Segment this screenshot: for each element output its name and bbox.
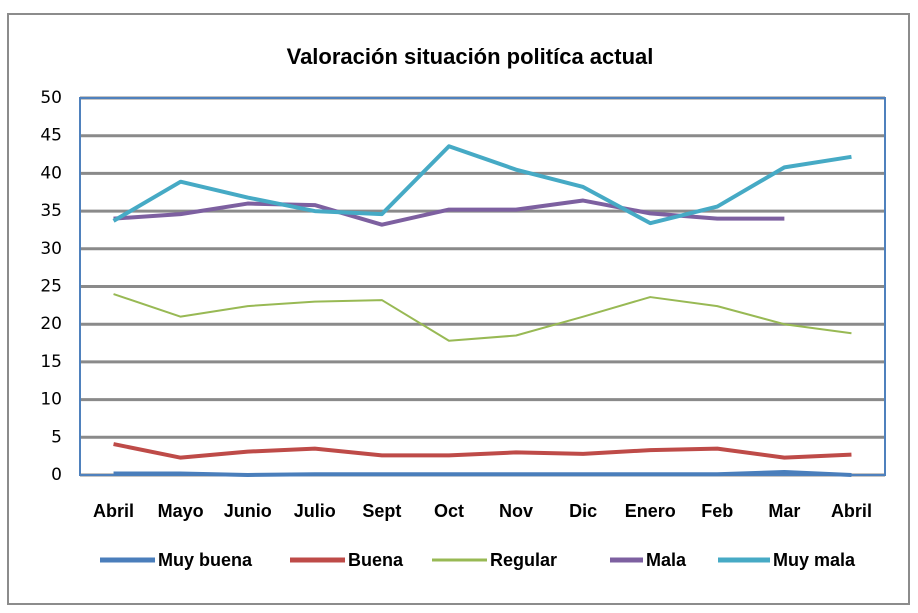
y-tick-label: 25: [40, 277, 62, 297]
series-line: [113, 442, 852, 460]
x-tick-label: Mayo: [158, 501, 204, 521]
x-tick-label: Sept: [362, 501, 401, 521]
series-line: [113, 293, 852, 342]
y-tick-label: 15: [40, 352, 62, 372]
legend-label: Mala: [646, 550, 687, 570]
legend-label: Muy mala: [773, 550, 856, 570]
x-tick-label: Enero: [625, 501, 676, 521]
x-tick-label: Junio: [224, 501, 272, 521]
series-line: [112, 144, 852, 226]
chart-title: Valoración situación politíca actual: [287, 44, 654, 69]
legend-label: Regular: [490, 550, 557, 570]
x-tick-label: Mar: [768, 501, 800, 521]
x-tick-label: Dic: [569, 501, 597, 521]
series-line: [113, 469, 852, 477]
x-tick-label: Nov: [499, 501, 533, 521]
y-tick-label: 20: [40, 314, 62, 334]
series-line: [113, 198, 785, 227]
x-tick-label: Oct: [434, 501, 464, 521]
x-tick-label: Abril: [93, 501, 134, 521]
legend-label: Muy buena: [158, 550, 253, 570]
y-tick-label: 50: [40, 88, 62, 108]
y-tick-label: 10: [40, 390, 62, 410]
legend-label: Buena: [348, 550, 404, 570]
x-tick-label: Abril: [831, 501, 872, 521]
y-tick-label: 30: [40, 239, 62, 259]
y-tick-label: 35: [40, 201, 62, 221]
x-tick-label: Feb: [701, 501, 733, 521]
y-tick-label: 5: [51, 427, 62, 447]
y-tick-label: 0: [51, 465, 62, 485]
x-tick-label: Julio: [294, 501, 336, 521]
y-tick-label: 40: [40, 163, 62, 183]
y-tick-label: 45: [40, 126, 62, 146]
